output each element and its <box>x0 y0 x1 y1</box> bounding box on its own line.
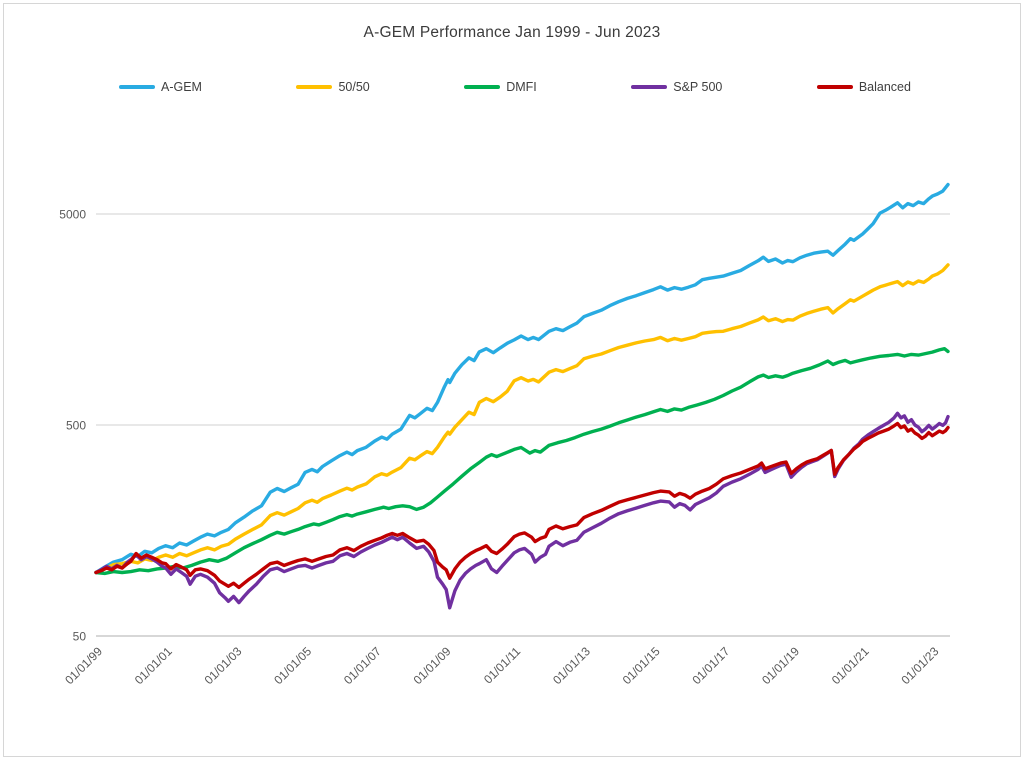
x-tick-label-01-01-03: 01/01/03 <box>202 644 245 687</box>
x-tick-label-01-01-21: 01/01/21 <box>829 644 872 687</box>
legend-label-dmfi: DMFI <box>506 80 537 94</box>
chart-figure: A-GEM Performance Jan 1999 - Jun 2023 A-… <box>3 3 1021 757</box>
legend-swatch-dmfi <box>464 84 501 90</box>
legend-item-a-gem: A-GEM <box>119 80 202 94</box>
legend-swatch-50-50 <box>296 84 333 90</box>
y-tick-label-5000: 5000 <box>59 208 86 222</box>
legend-swatch-a-gem <box>119 84 155 90</box>
x-tick-label-01-01-99: 01/01/99 <box>62 644 105 687</box>
x-tick-label-01-01-05: 01/01/05 <box>271 644 314 687</box>
legend-label-s-p-500: S&P 500 <box>673 80 723 94</box>
chart-title: A-GEM Performance Jan 1999 - Jun 2023 <box>363 24 661 41</box>
legend-item-balanced: Balanced <box>816 80 911 94</box>
legend-item-dmfi: DMFI <box>464 80 537 94</box>
legend-swatch-s-p-500 <box>631 84 668 90</box>
x-tick-label-01-01-07: 01/01/07 <box>341 644 384 687</box>
series-line-a-gem <box>94 182 950 575</box>
x-tick-label-01-01-13: 01/01/13 <box>550 644 593 687</box>
series-line-50-50 <box>94 263 950 575</box>
x-tick-label-01-01-23: 01/01/23 <box>899 644 942 687</box>
legend-label-a-gem: A-GEM <box>161 80 202 94</box>
legend-label-balanced: Balanced <box>858 80 911 94</box>
legend-item-s-p-500: S&P 500 <box>631 80 722 94</box>
y-tick-label-50: 50 <box>73 630 87 644</box>
y-tick-label-500: 500 <box>66 419 86 433</box>
series-line-dmfi <box>94 347 950 576</box>
plot-area: 50 500 5000 01/01/99 01/01/01 01/01/03 01/01/0… <box>59 182 950 687</box>
legend-label-50-50: 50/50 <box>338 80 370 94</box>
x-tick-label-01-01-01: 01/01/01 <box>132 644 175 687</box>
legend-item-50-50: 50/50 <box>296 80 370 94</box>
x-tick-label-01-01-11: 01/01/11 <box>481 644 524 687</box>
x-tick-label-01-01-09: 01/01/09 <box>411 644 454 687</box>
x-tick-label-01-01-15: 01/01/15 <box>620 644 663 687</box>
series-line-s-p-500 <box>94 411 950 610</box>
legend-swatch-balanced <box>816 84 853 90</box>
x-tick-label-01-01-19: 01/01/19 <box>759 644 802 687</box>
series-line-balanced <box>94 421 950 590</box>
x-tick-label-01-01-17: 01/01/17 <box>689 644 732 687</box>
legend: A-GEM 50/50 DMFI S&P 500 Balanced <box>119 80 911 94</box>
